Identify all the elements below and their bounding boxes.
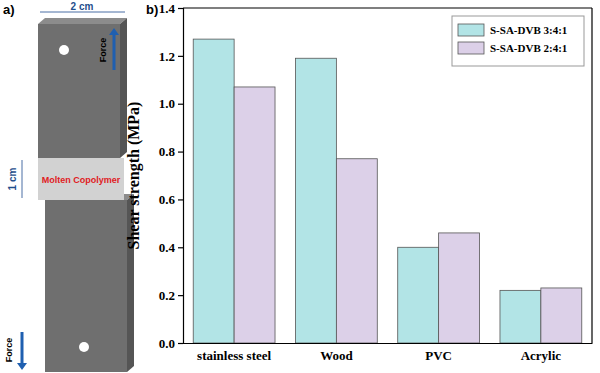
- tick-label: 0.8: [159, 144, 176, 159]
- y-axis: 0.0 0.2 0.4 0.6 0.8 1.0 1.2 1.4: [159, 1, 184, 351]
- tick-label: 0.4: [159, 240, 176, 255]
- x-axis: stainless steel Wood PVC Acrylic: [184, 343, 593, 363]
- bar: [234, 87, 275, 343]
- plot: 0.0 0.2 0.4 0.6 0.8 1.0 1.2 1.4 stainless steel W…: [125, 1, 593, 364]
- tick-label: Wood: [320, 348, 353, 363]
- adhesive-label: Molten Copolymer: [42, 175, 121, 185]
- width-label: 2 cm: [71, 1, 94, 12]
- tick-mark: [178, 104, 183, 105]
- tick-mark: [178, 199, 183, 200]
- tick-label: 0.0: [159, 336, 175, 351]
- x-tick: Wood: [320, 343, 353, 363]
- dimension-line: [22, 160, 23, 198]
- tick-mark: [178, 343, 183, 344]
- tick-mark: [178, 8, 183, 9]
- y-tick: 0.0: [159, 336, 183, 351]
- tick-label: 1.2: [159, 49, 175, 64]
- hole: [59, 45, 69, 55]
- tick-label: Acrylic: [521, 348, 562, 363]
- legend-label: S-SA-DVB 2:4:1: [490, 42, 567, 54]
- top-plate-top: [38, 18, 127, 24]
- y-axis-title: Shear strength (MPa): [125, 102, 143, 250]
- bars: [193, 39, 582, 343]
- x-tick: stainless steel: [197, 343, 271, 363]
- bar: [541, 288, 582, 343]
- y-tick: 0.4: [159, 240, 183, 255]
- tick-label: 1.4: [159, 1, 176, 16]
- force-label: Force: [98, 38, 108, 63]
- legend-box: [452, 16, 584, 66]
- axis-line: [184, 343, 593, 344]
- frame: [183, 7, 592, 8]
- force-label: Force: [4, 338, 14, 363]
- x-tick: PVC: [425, 343, 452, 363]
- top-plate-front: [38, 24, 120, 158]
- y-tick: 1.2: [159, 49, 183, 64]
- tick-mark: [178, 295, 183, 296]
- tick-mark: [178, 247, 183, 248]
- x-tick: Acrylic: [521, 343, 562, 363]
- tick-label: 0.6: [159, 192, 176, 207]
- force-arrow: [21, 332, 24, 364]
- legend-item: S-SA-DVB 2:4:1: [458, 42, 567, 54]
- bar: [193, 39, 234, 343]
- force-arrow-head: [17, 363, 27, 370]
- legend: S-SA-DVB 3:4:1 S-SA-DVB 2:4:1: [452, 16, 584, 66]
- panel-a: a) Molten Copolymer 2 cm 1 cm Force Force: [3, 1, 134, 372]
- frame: [591, 8, 592, 343]
- figure: a)Molten Copolymer2 cm1 cmForceForceb)0.…: [0, 0, 600, 373]
- y-tick: 0.8: [159, 144, 183, 159]
- tick-label: PVC: [425, 348, 452, 363]
- panel-label: b): [146, 2, 158, 17]
- panel-label: a): [3, 2, 15, 17]
- axis-line: [178, 9, 184, 344]
- copolymer: [38, 158, 124, 200]
- tick-label: 0.2: [159, 288, 175, 303]
- bar: [398, 247, 439, 343]
- legend-label: S-SA-DVB 3:4:1: [490, 24, 567, 36]
- tick-mark: [178, 56, 183, 57]
- y-tick: 1.4: [159, 1, 183, 16]
- canvas: a)Molten Copolymer2 cm1 cmForceForceb)0.…: [0, 0, 600, 373]
- force-arrow: [113, 34, 116, 70]
- tick-label: 1.0: [159, 96, 175, 111]
- legend-swatch: [458, 24, 484, 36]
- bottom-plate-front: [45, 200, 127, 372]
- force-arrow-head: [109, 28, 119, 35]
- tick-mark: [178, 151, 183, 152]
- bar: [295, 58, 336, 343]
- overlap-label: 1 cm: [7, 167, 18, 190]
- bar: [439, 233, 480, 343]
- y-tick: 0.6: [159, 192, 183, 207]
- hole: [79, 342, 89, 352]
- y-tick: 1.0: [159, 96, 183, 111]
- bar: [500, 290, 541, 343]
- legend-swatch: [458, 42, 484, 54]
- bar: [336, 159, 377, 343]
- tick-label: stainless steel: [197, 348, 271, 363]
- panel-b: b) 0.0 0.2 0.4 0.6 0.8 1.0 1.2 1.4 stainless stee…: [125, 1, 593, 364]
- y-tick: 0.2: [159, 288, 183, 303]
- legend-item: S-SA-DVB 3:4:1: [458, 24, 567, 36]
